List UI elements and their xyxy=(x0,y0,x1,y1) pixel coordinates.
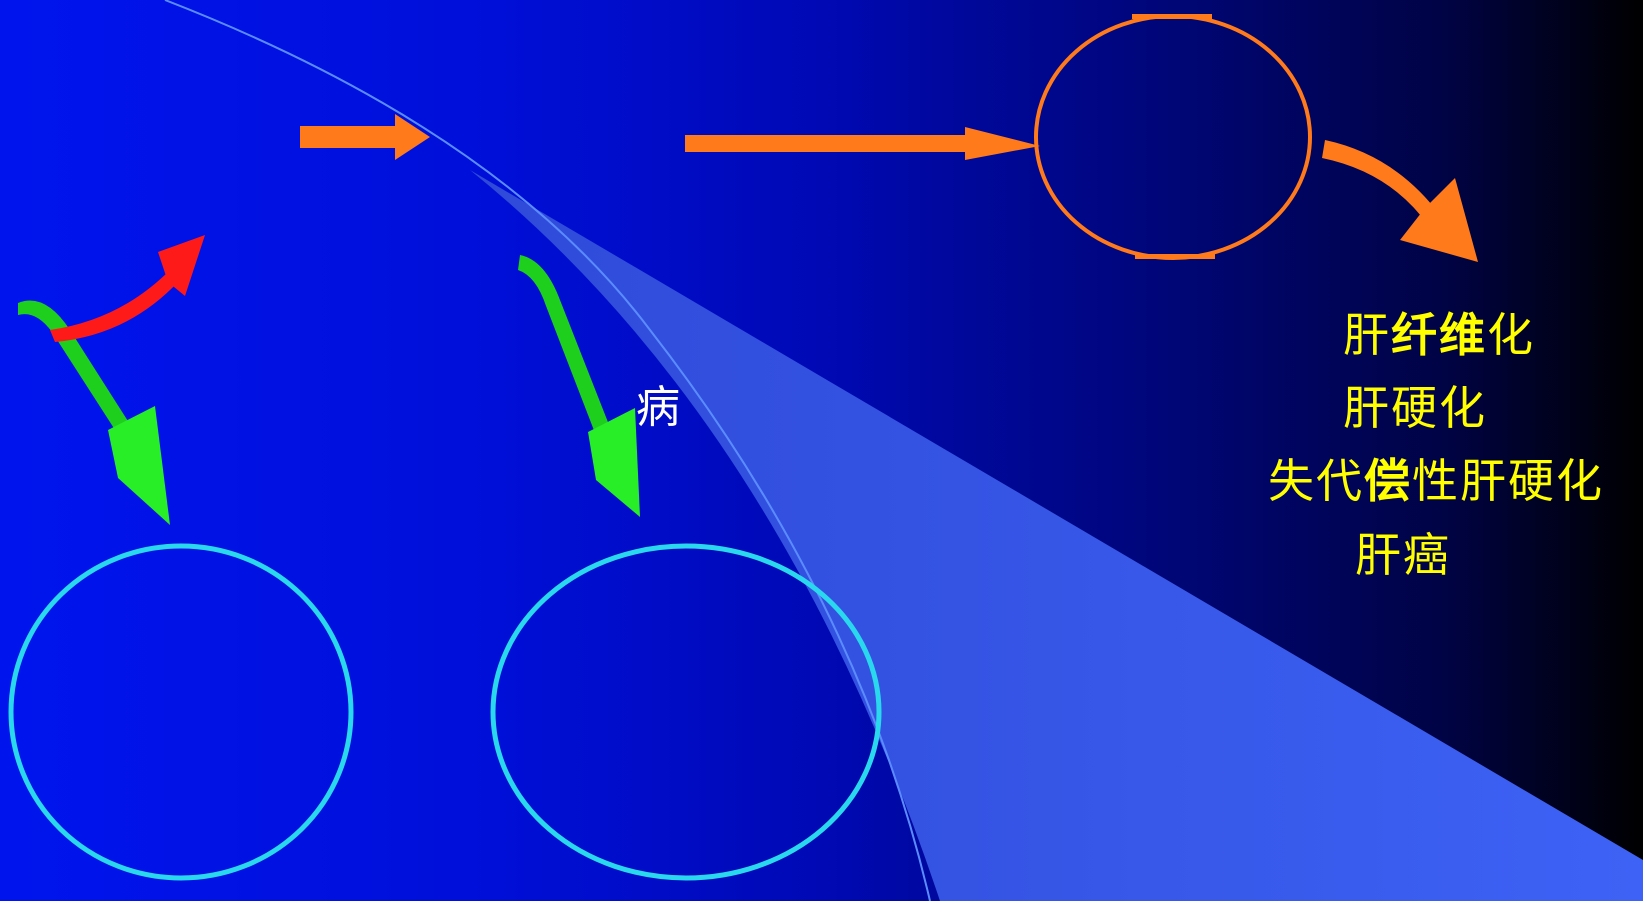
green-arrow-left-head xyxy=(108,406,170,525)
cyan-circle-right xyxy=(490,543,882,881)
outcome-fibrosis: 肝纤维化 xyxy=(1343,312,1535,358)
curved-guide-line xyxy=(164,0,931,901)
green-arrow-right-head xyxy=(588,408,640,517)
orange-arrow-small xyxy=(300,114,430,160)
outcome-fibrosis-part-b: 纤维 xyxy=(1391,308,1487,362)
outcome-decompensated-part-a: 失代 xyxy=(1268,454,1364,508)
cyan-circle-left xyxy=(8,543,354,881)
outcome-fibrosis-part-c: 化 xyxy=(1487,308,1535,362)
green-arrow-left xyxy=(18,300,140,447)
orange-circle-bottom-notch xyxy=(1135,254,1215,259)
outcome-decompensated-part-b: 偿 xyxy=(1364,454,1412,508)
outcome-cirrhosis: 肝硬化 xyxy=(1343,381,1487,435)
red-arrow xyxy=(50,270,178,342)
outcome-decompensated-cirrhosis: 失代偿性肝硬化 xyxy=(1268,458,1604,504)
orange-circle-top-notch xyxy=(1132,14,1212,19)
outcome-liver-cancer: 肝癌 xyxy=(1355,528,1451,582)
outcome-decompensated-part-c: 性肝硬化 xyxy=(1412,454,1604,508)
orange-arrow-long xyxy=(685,127,1040,160)
green-arrow-right xyxy=(518,255,615,446)
orange-curved-arrow xyxy=(1322,140,1440,225)
disease-char-label: 病 xyxy=(636,382,680,433)
outcome-fibrosis-part-a: 肝 xyxy=(1343,308,1391,362)
light-wedge xyxy=(470,170,1643,901)
orange-curved-arrow-head xyxy=(1400,178,1478,262)
orange-circle xyxy=(1034,14,1312,260)
red-arrow-head xyxy=(158,235,205,296)
